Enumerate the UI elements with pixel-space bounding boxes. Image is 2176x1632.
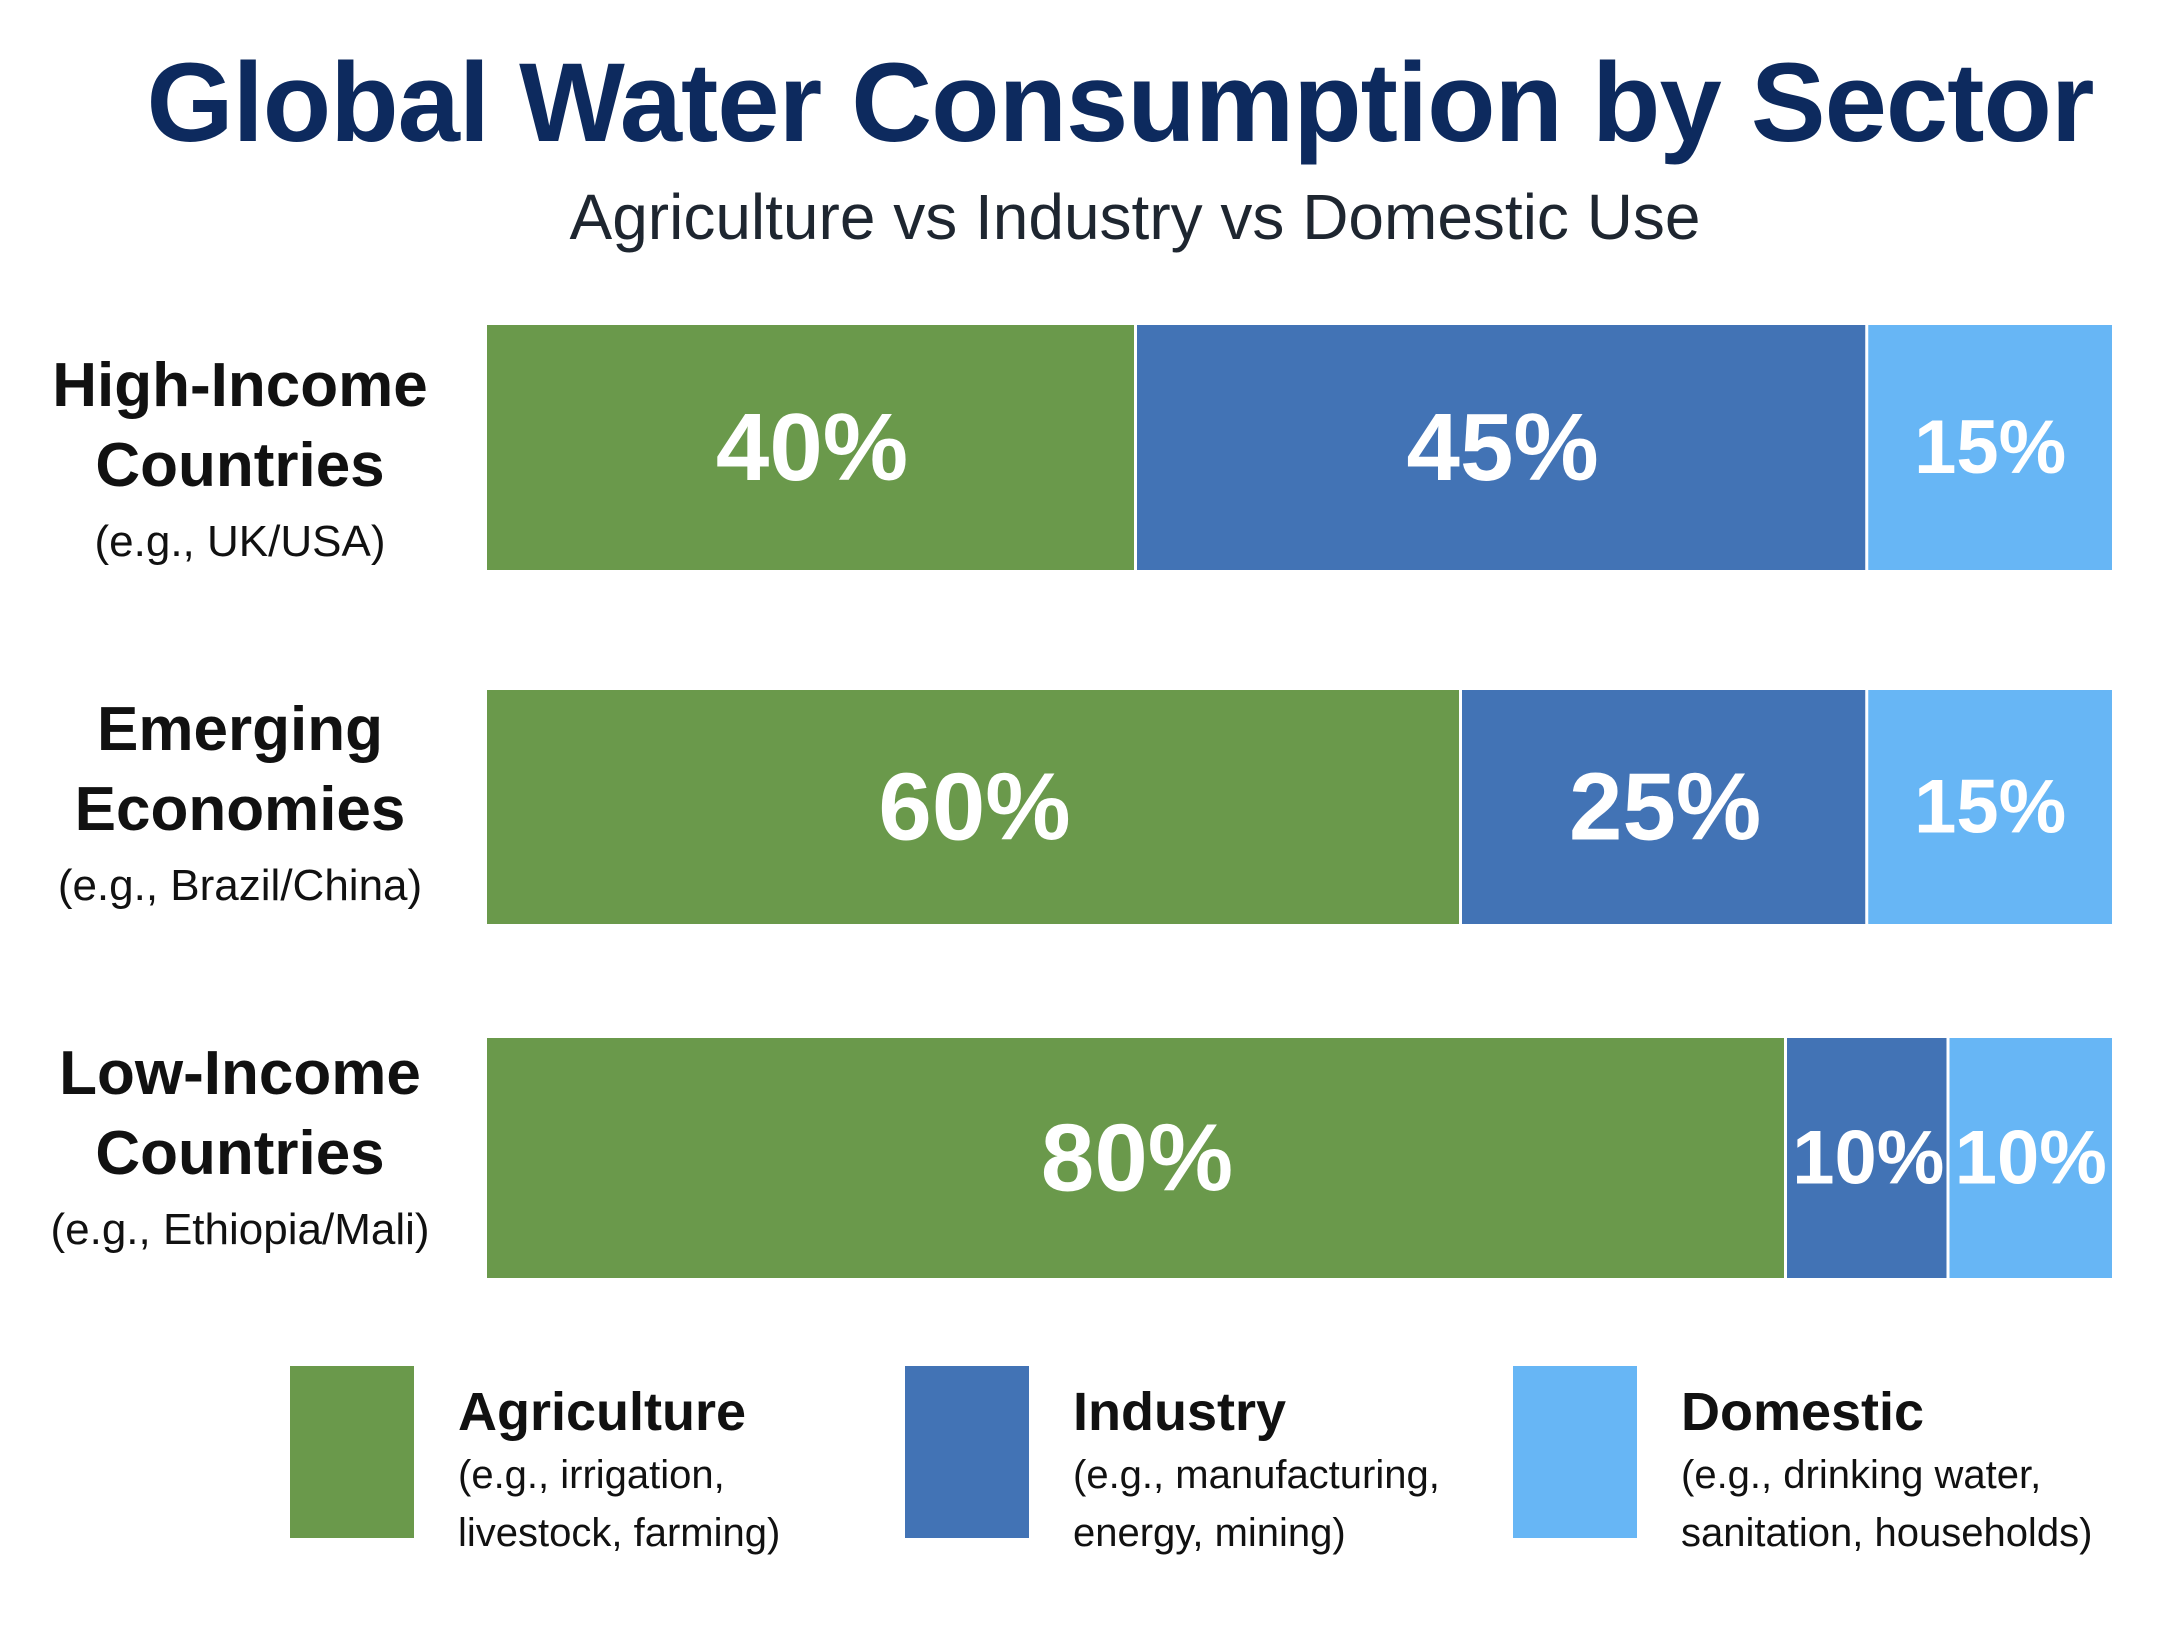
legend-desc-line2: sanitation, households): [1681, 1511, 2093, 1555]
bar-emerging-economies-agriculture: [487, 690, 1459, 924]
legend-name: Domestic: [1681, 1382, 1925, 1442]
row-label-emerging: Emerging Economies (e.g., Brazil/China): [20, 690, 460, 916]
data-label-emerging-economies-industry: 25%: [1569, 754, 1761, 861]
legend-desc-line2: livestock, farming): [458, 1511, 781, 1555]
bar-low-income-countries-domestic: [1949, 1038, 2112, 1278]
legend-desc-line2: energy, mining): [1073, 1511, 1346, 1555]
data-label-high-income-countries-domestic: 15%: [1914, 405, 2066, 490]
legend-swatch-agriculture: [290, 1366, 414, 1538]
legend-desc-line1: (e.g., drinking water,: [1681, 1453, 2042, 1497]
row-label-line2: Countries: [95, 431, 385, 500]
legend-text: Agriculture (e.g., irrigation, livestock…: [458, 1380, 780, 1560]
row-label-line2: Economies: [74, 775, 406, 844]
data-label-emerging-economies-domestic: 15%: [1914, 765, 2066, 850]
bar-low-income-countries-agriculture: [487, 1038, 1784, 1278]
row-label-high-income: High-Income Countries (e.g., UK/USA): [20, 346, 460, 572]
row-label-line2: Countries: [95, 1119, 385, 1188]
row-label-example: (e.g., Brazil/China): [57, 861, 423, 910]
row-label-example: (e.g., Ethiopia/Mali): [50, 1205, 430, 1254]
row-label-line1: Emerging: [97, 695, 383, 764]
data-label-emerging-economies-agriculture: 60%: [878, 754, 1070, 861]
data-label-high-income-countries-industry: 45%: [1407, 394, 1599, 501]
legend-desc-line1: (e.g., manufacturing,: [1073, 1453, 1440, 1497]
bar-high-income-countries-agriculture: [487, 325, 1134, 570]
legend-swatch-industry: [905, 1366, 1029, 1538]
bar-high-income-countries-industry: [1137, 325, 1866, 570]
legend-desc-line1: (e.g., irrigation,: [458, 1453, 725, 1497]
row-label-low-income: Low-Income Countries (e.g., Ethiopia/Mal…: [20, 1034, 460, 1260]
legend-text: Industry (e.g., manufacturing, energy, m…: [1073, 1380, 1440, 1560]
row-label-line1: Low-Income: [59, 1039, 421, 1108]
legend-name: Industry: [1073, 1382, 1287, 1442]
row-label-line1: High-Income: [52, 351, 428, 420]
data-label-low-income-countries-domestic: 10%: [1955, 1116, 2107, 1201]
bar-emerging-economies-industry: [1462, 690, 1866, 924]
row-label-example: (e.g., UK/USA): [94, 517, 386, 566]
bar-high-income-countries-domestic: [1868, 325, 2112, 570]
legend-swatch-domestic: [1513, 1366, 1637, 1538]
data-label-high-income-countries-agriculture: 40%: [716, 394, 908, 501]
chart-subtitle: Agriculture vs Industry vs Domestic Use: [569, 181, 1701, 253]
stacked-bar-chart: 40% 45% 15% 60% 25% 15% 80% 10% 10%: [487, 325, 2112, 1278]
bar-emerging-economies-domestic: [1868, 690, 2112, 924]
bar-low-income-countries-industry: [1787, 1038, 1947, 1278]
chart-title: Global Water Consumption by Sector: [146, 40, 2095, 165]
data-label-low-income-countries-industry: 10%: [1792, 1116, 1944, 1201]
legend-text: Domestic (e.g., drinking water, sanitati…: [1681, 1380, 2092, 1560]
data-label-low-income-countries-agriculture: 80%: [1041, 1105, 1233, 1212]
legend-name: Agriculture: [458, 1382, 747, 1442]
